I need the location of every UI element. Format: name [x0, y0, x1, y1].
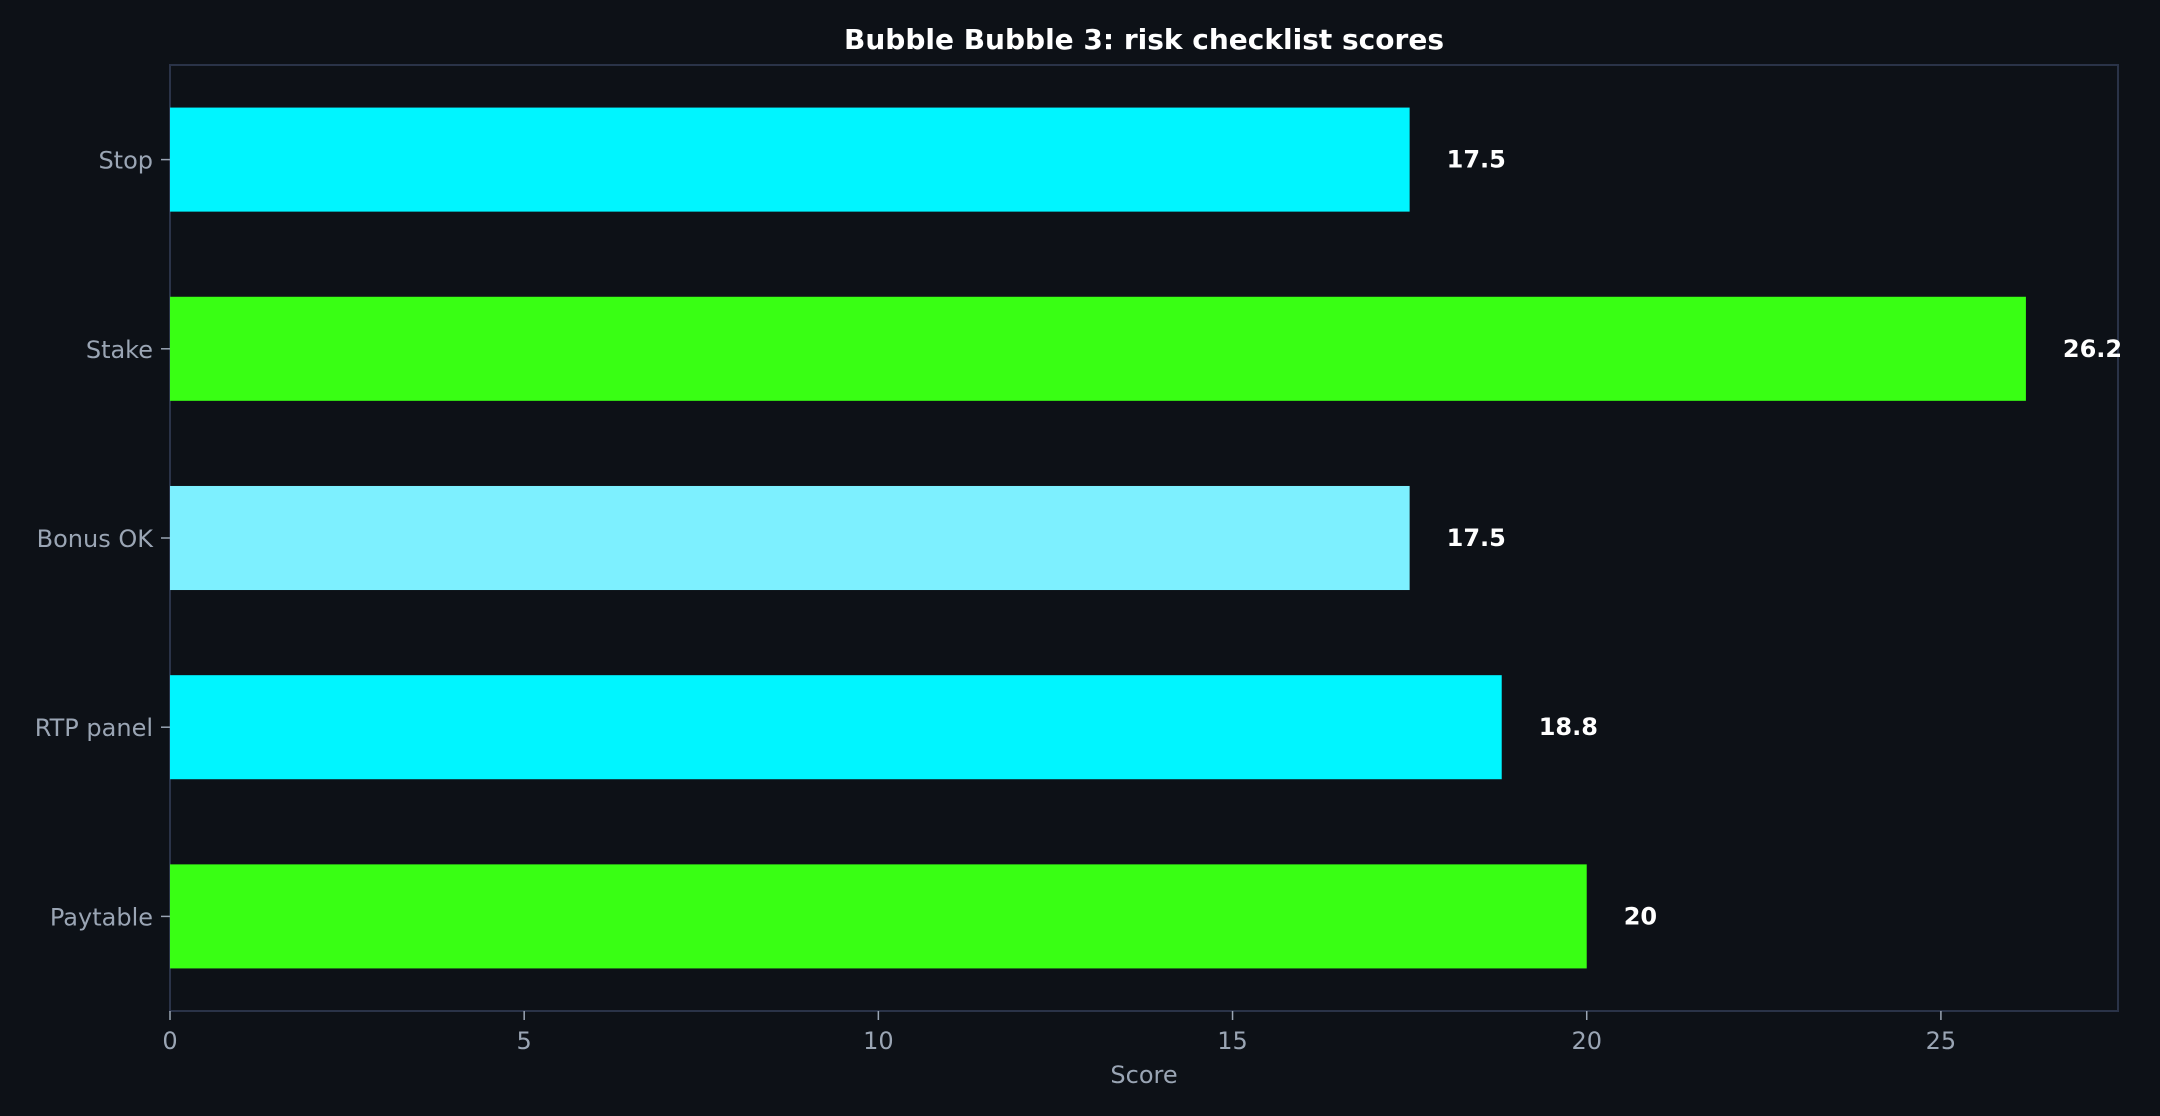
y-tick-label-stop: Stop [98, 147, 153, 175]
y-axis: Stop Stake Bonus OK RTP panel Paytable [35, 147, 170, 931]
y-tick-label-stake: Stake [86, 336, 153, 364]
x-tick-label-0: 0 [162, 1027, 177, 1055]
bar-stop [170, 107, 1410, 212]
value-label-paytable: 20 [1624, 902, 1657, 930]
bars-layer: 17.5 26.2 17.5 18.8 20 [170, 107, 2122, 969]
x-axis-label: Score [1110, 1061, 1177, 1089]
y-tick-label-paytable: Paytable [50, 903, 153, 931]
y-tick-label-bonus-ok: Bonus OK [37, 525, 155, 553]
chart-title: Bubble Bubble 3: risk checklist scores [844, 23, 1444, 56]
bar-bonus-ok [170, 485, 1410, 591]
value-label-bonus-ok: 17.5 [1447, 524, 1506, 552]
x-tick-label-25: 25 [1926, 1027, 1957, 1055]
x-tick-label-15: 15 [1217, 1027, 1248, 1055]
x-tick-label-10: 10 [863, 1027, 894, 1055]
y-tick-label-rtp-panel: RTP panel [35, 714, 153, 742]
value-label-stake: 26.2 [2063, 335, 2122, 363]
bar-stake [170, 296, 2026, 401]
x-axis: 0 5 10 15 20 25 [162, 1011, 1956, 1055]
bar-paytable [170, 864, 1587, 969]
value-label-rtp-panel: 18.8 [1539, 713, 1598, 741]
value-label-stop: 17.5 [1447, 146, 1506, 174]
x-tick-label-5: 5 [517, 1027, 532, 1055]
bar-rtp-panel [170, 675, 1502, 780]
x-tick-label-20: 20 [1571, 1027, 1602, 1055]
